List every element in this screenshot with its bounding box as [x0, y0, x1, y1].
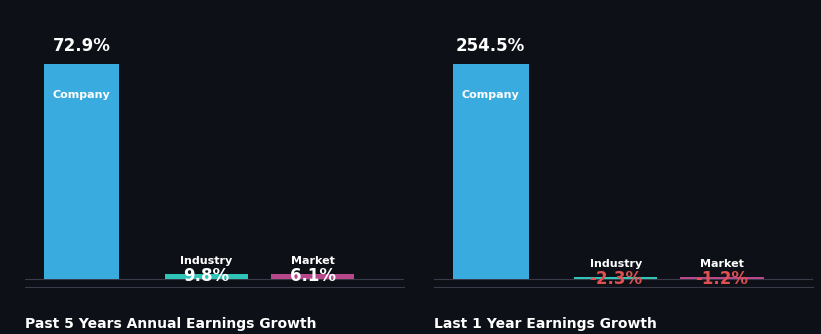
Text: Market: Market: [291, 256, 334, 266]
Bar: [574, 277, 658, 279]
Bar: [453, 64, 529, 279]
Text: -1.2%: -1.2%: [695, 270, 749, 288]
Bar: [165, 274, 248, 279]
Text: 72.9%: 72.9%: [53, 37, 110, 55]
Text: 6.1%: 6.1%: [290, 267, 336, 285]
Text: Company: Company: [462, 90, 520, 100]
Text: Company: Company: [53, 90, 110, 100]
Text: -2.3%: -2.3%: [589, 270, 642, 288]
Text: Market: Market: [700, 259, 744, 269]
Bar: [271, 274, 355, 279]
Text: 9.8%: 9.8%: [183, 267, 230, 285]
Text: Past 5 Years Annual Earnings Growth: Past 5 Years Annual Earnings Growth: [25, 317, 316, 331]
Text: Industry: Industry: [589, 259, 642, 269]
Bar: [44, 64, 119, 279]
Text: 254.5%: 254.5%: [456, 37, 525, 55]
Bar: [680, 277, 764, 279]
Text: Industry: Industry: [181, 256, 232, 266]
Text: Last 1 Year Earnings Growth: Last 1 Year Earnings Growth: [433, 317, 657, 331]
